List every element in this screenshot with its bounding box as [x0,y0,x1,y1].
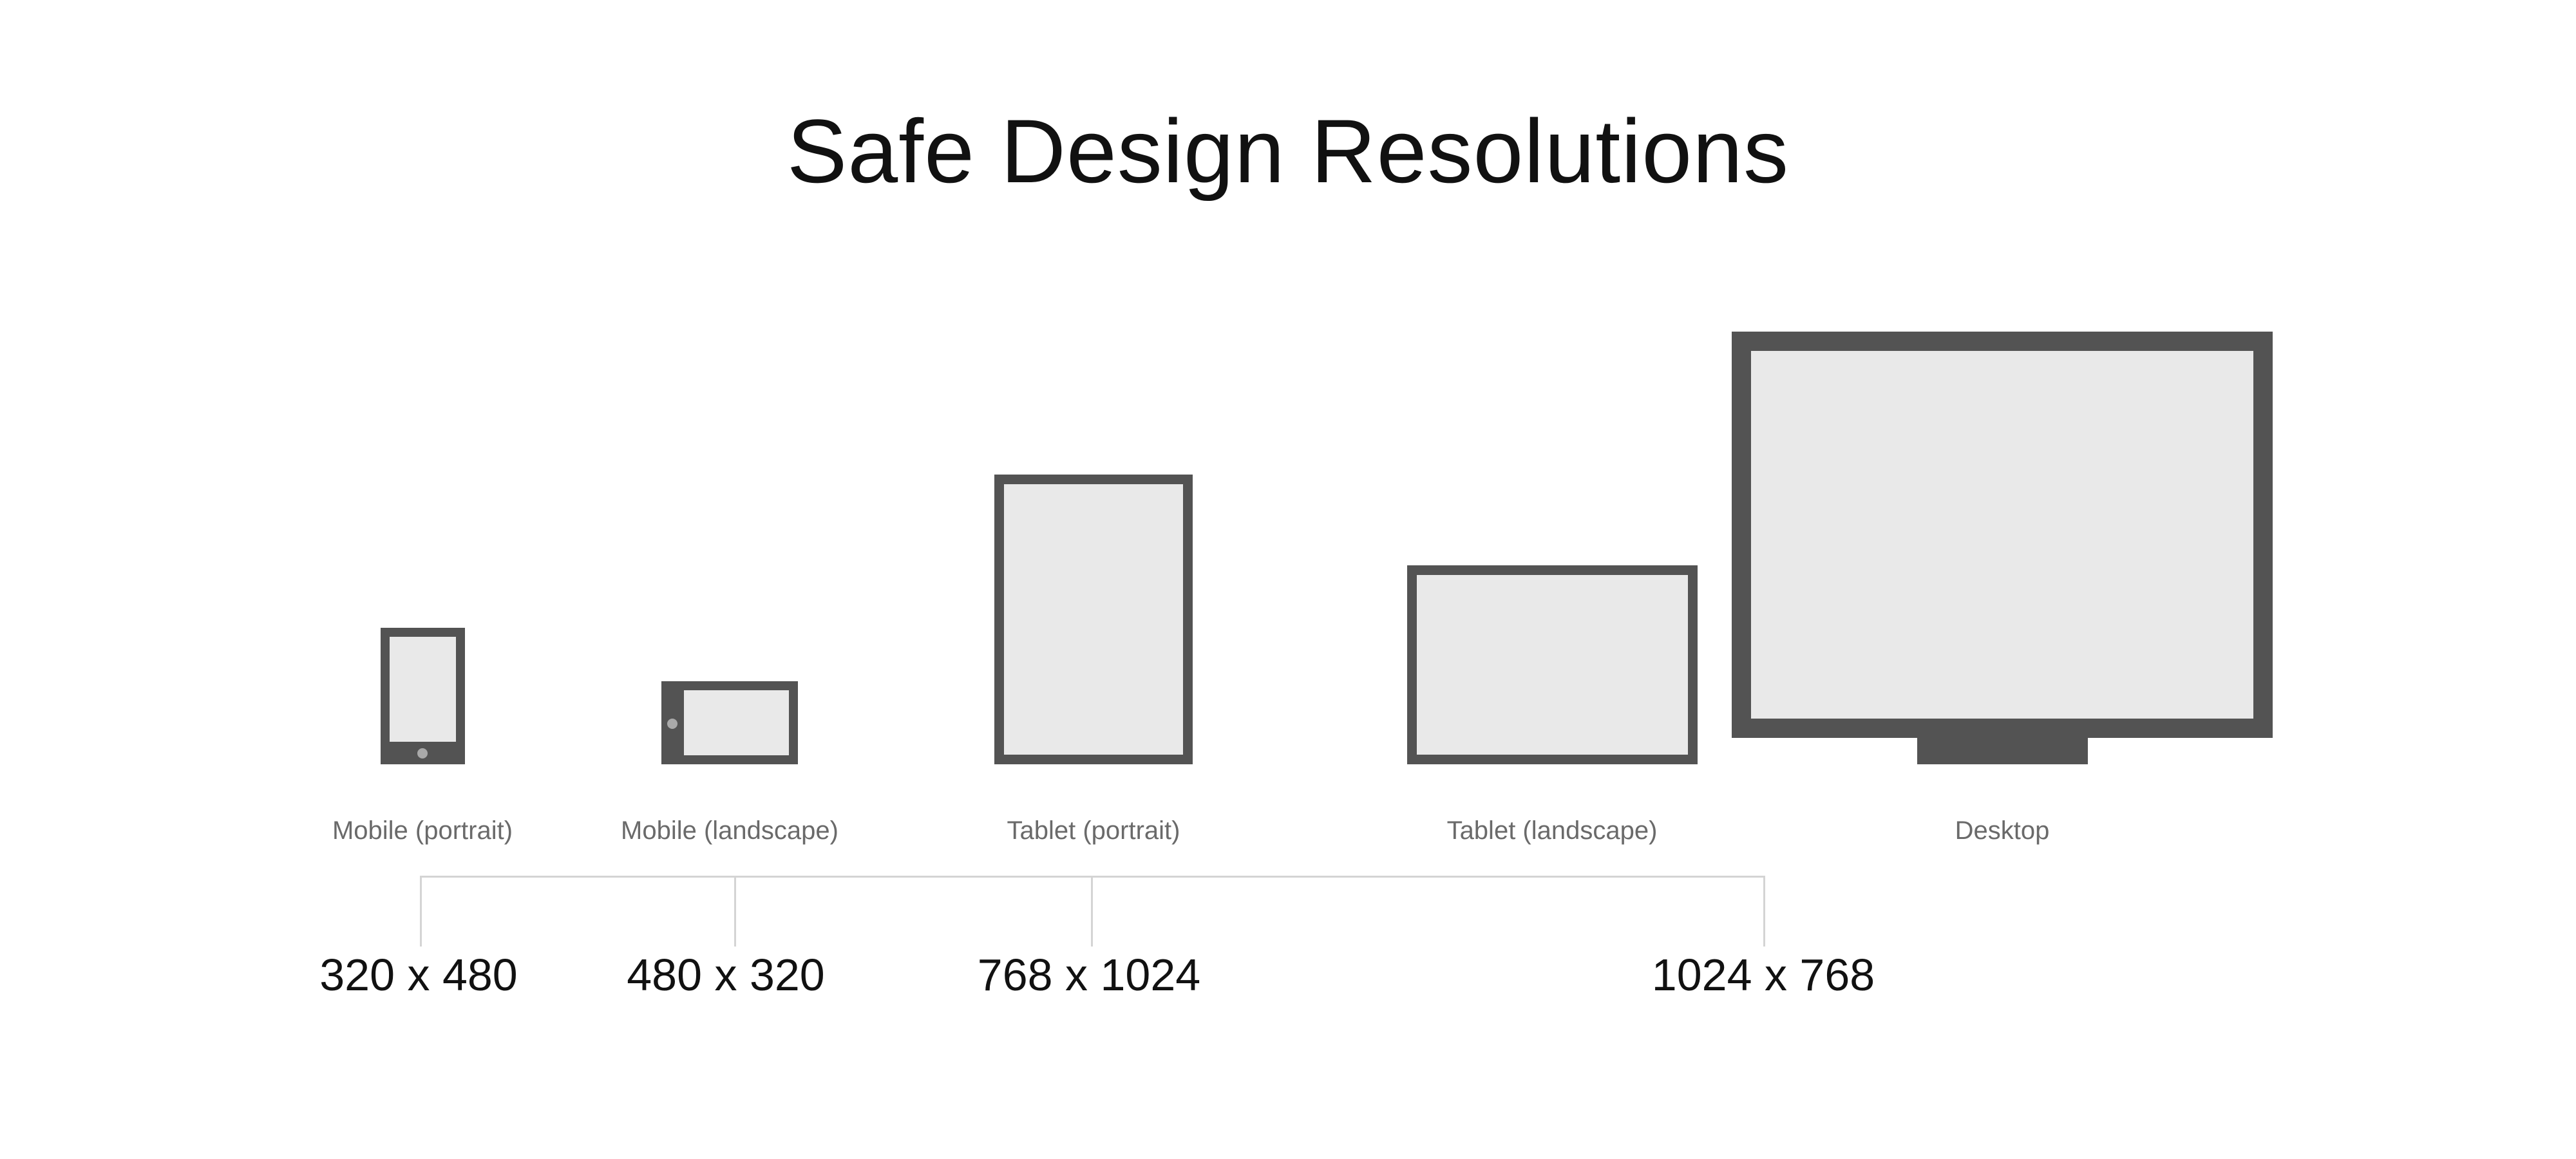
desktop-stand-icon [1917,738,2088,764]
device-label-tablet-portrait: Tablet (portrait) [1007,816,1180,845]
device-label-mobile-landscape: Mobile (landscape) [621,816,838,845]
connector-tick [1763,876,1765,947]
device-label-mobile-portrait: Mobile (portrait) [332,816,513,845]
mobile-landscape-icon [661,681,798,764]
device-label-desktop: Desktop [1955,816,2050,845]
connector-tick [1091,876,1093,947]
desktop-monitor-icon [1732,332,2273,738]
home-button-icon [417,748,428,759]
resolution-value: 480 x 320 [627,950,825,1000]
page-title: Safe Design Resolutions [786,100,1790,202]
connector-tick [734,876,736,947]
device-label-tablet-landscape: Tablet (landscape) [1446,816,1658,845]
resolution-value: 768 x 1024 [977,950,1201,1000]
home-button-icon [667,719,677,729]
tablet-portrait-icon [994,475,1193,764]
tablet-landscape-icon [1407,565,1698,764]
connector-tick [420,876,422,947]
resolution-value: 320 x 480 [319,950,518,1000]
resolution-value: 1024 x 768 [1651,950,1875,1000]
mobile-portrait-icon [381,628,465,764]
